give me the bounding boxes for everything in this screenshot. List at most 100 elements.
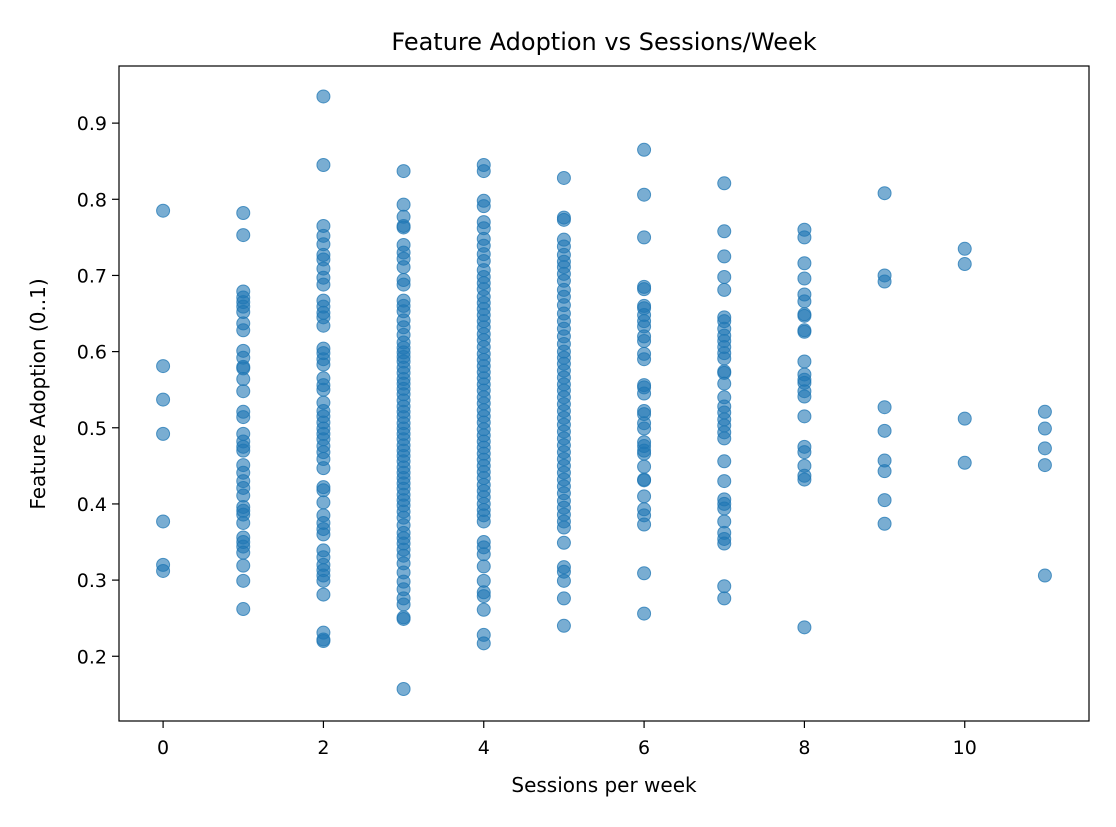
data-point — [236, 558, 251, 573]
y-tick-label: 0.7 — [77, 265, 107, 287]
y-tick-label: 0.8 — [77, 189, 107, 211]
y-tick-label: 0.9 — [77, 113, 107, 135]
data-point — [1037, 441, 1052, 456]
data-point — [1037, 568, 1052, 583]
data-point — [957, 411, 972, 426]
data-point — [476, 636, 491, 651]
data-point — [1037, 404, 1052, 419]
y-tick-label: 0.5 — [77, 418, 107, 440]
data-point — [476, 589, 491, 604]
data-point — [316, 461, 331, 476]
data-point — [476, 547, 491, 562]
data-point — [637, 230, 652, 245]
data-point — [236, 515, 251, 530]
data-point — [637, 517, 652, 532]
data-point — [156, 359, 171, 374]
data-point — [797, 256, 812, 271]
data-point — [316, 382, 331, 397]
data-point — [877, 274, 892, 289]
data-point — [637, 446, 652, 461]
data-point — [957, 455, 972, 470]
data-point — [637, 459, 652, 474]
data-point — [797, 389, 812, 404]
data-point — [1037, 458, 1052, 473]
data-point — [476, 559, 491, 574]
y-axis-ticks: 0.2 0.3 0.4 0.5 0.6 0.7 0.8 0.9 — [77, 113, 119, 668]
data-point — [556, 520, 571, 535]
data-point — [236, 443, 251, 458]
data-point — [637, 606, 652, 621]
data-point — [156, 563, 171, 578]
chart-title: Feature Adoption vs Sessions/Week — [391, 28, 816, 56]
data-point — [637, 566, 652, 581]
data-point — [156, 392, 171, 407]
data-point — [797, 271, 812, 286]
data-point — [236, 323, 251, 338]
data-point — [877, 400, 892, 415]
points-layer — [156, 89, 1052, 697]
data-point — [236, 410, 251, 425]
data-point — [316, 587, 331, 602]
data-point — [717, 454, 732, 469]
data-point — [476, 199, 491, 214]
y-axis-label: Feature Adoption (0..1) — [26, 278, 50, 509]
data-point — [236, 573, 251, 588]
data-point — [797, 294, 812, 309]
data-point — [717, 431, 732, 446]
data-point — [877, 464, 892, 479]
data-point — [316, 527, 331, 542]
data-point — [877, 186, 892, 201]
data-point — [717, 282, 732, 297]
data-point — [877, 516, 892, 531]
x-tick-label: 10 — [953, 737, 977, 759]
x-axis-ticks: 0 2 4 6 8 10 — [157, 721, 977, 759]
data-point — [957, 241, 972, 256]
data-point — [717, 591, 732, 606]
data-point — [717, 224, 732, 239]
data-point — [637, 282, 652, 297]
data-point — [396, 597, 411, 612]
data-point — [717, 351, 732, 366]
data-point — [396, 277, 411, 292]
plot-area-frame — [118, 65, 1090, 722]
data-point — [316, 158, 331, 173]
data-point — [556, 170, 571, 185]
data-point — [797, 308, 812, 323]
data-point — [556, 618, 571, 633]
data-point — [797, 472, 812, 487]
data-point — [637, 421, 652, 436]
data-point — [877, 423, 892, 438]
data-point — [717, 269, 732, 284]
data-point — [316, 483, 331, 498]
data-point — [316, 357, 331, 372]
data-point — [717, 501, 732, 516]
data-point — [316, 277, 331, 292]
x-tick-label: 2 — [317, 737, 329, 759]
data-point — [316, 495, 331, 510]
data-point — [637, 142, 652, 157]
data-point — [637, 473, 652, 488]
data-point — [797, 445, 812, 460]
data-point — [556, 535, 571, 550]
data-point — [797, 230, 812, 245]
data-point — [637, 489, 652, 504]
data-point — [236, 384, 251, 399]
data-point — [556, 212, 571, 227]
data-point — [556, 573, 571, 588]
data-point — [396, 220, 411, 235]
data-point — [316, 89, 331, 104]
data-point — [717, 579, 732, 594]
data-point — [316, 573, 331, 588]
y-tick-label: 0.4 — [77, 494, 107, 516]
data-point — [316, 634, 331, 649]
x-tick-label: 6 — [638, 737, 650, 759]
data-point — [156, 514, 171, 529]
x-tick-label: 0 — [157, 737, 169, 759]
data-point — [236, 228, 251, 243]
data-point — [236, 545, 251, 560]
data-point — [717, 536, 732, 551]
x-tick-label: 4 — [478, 737, 490, 759]
data-point — [797, 324, 812, 339]
data-point — [476, 164, 491, 179]
y-tick-label: 0.2 — [77, 646, 107, 668]
